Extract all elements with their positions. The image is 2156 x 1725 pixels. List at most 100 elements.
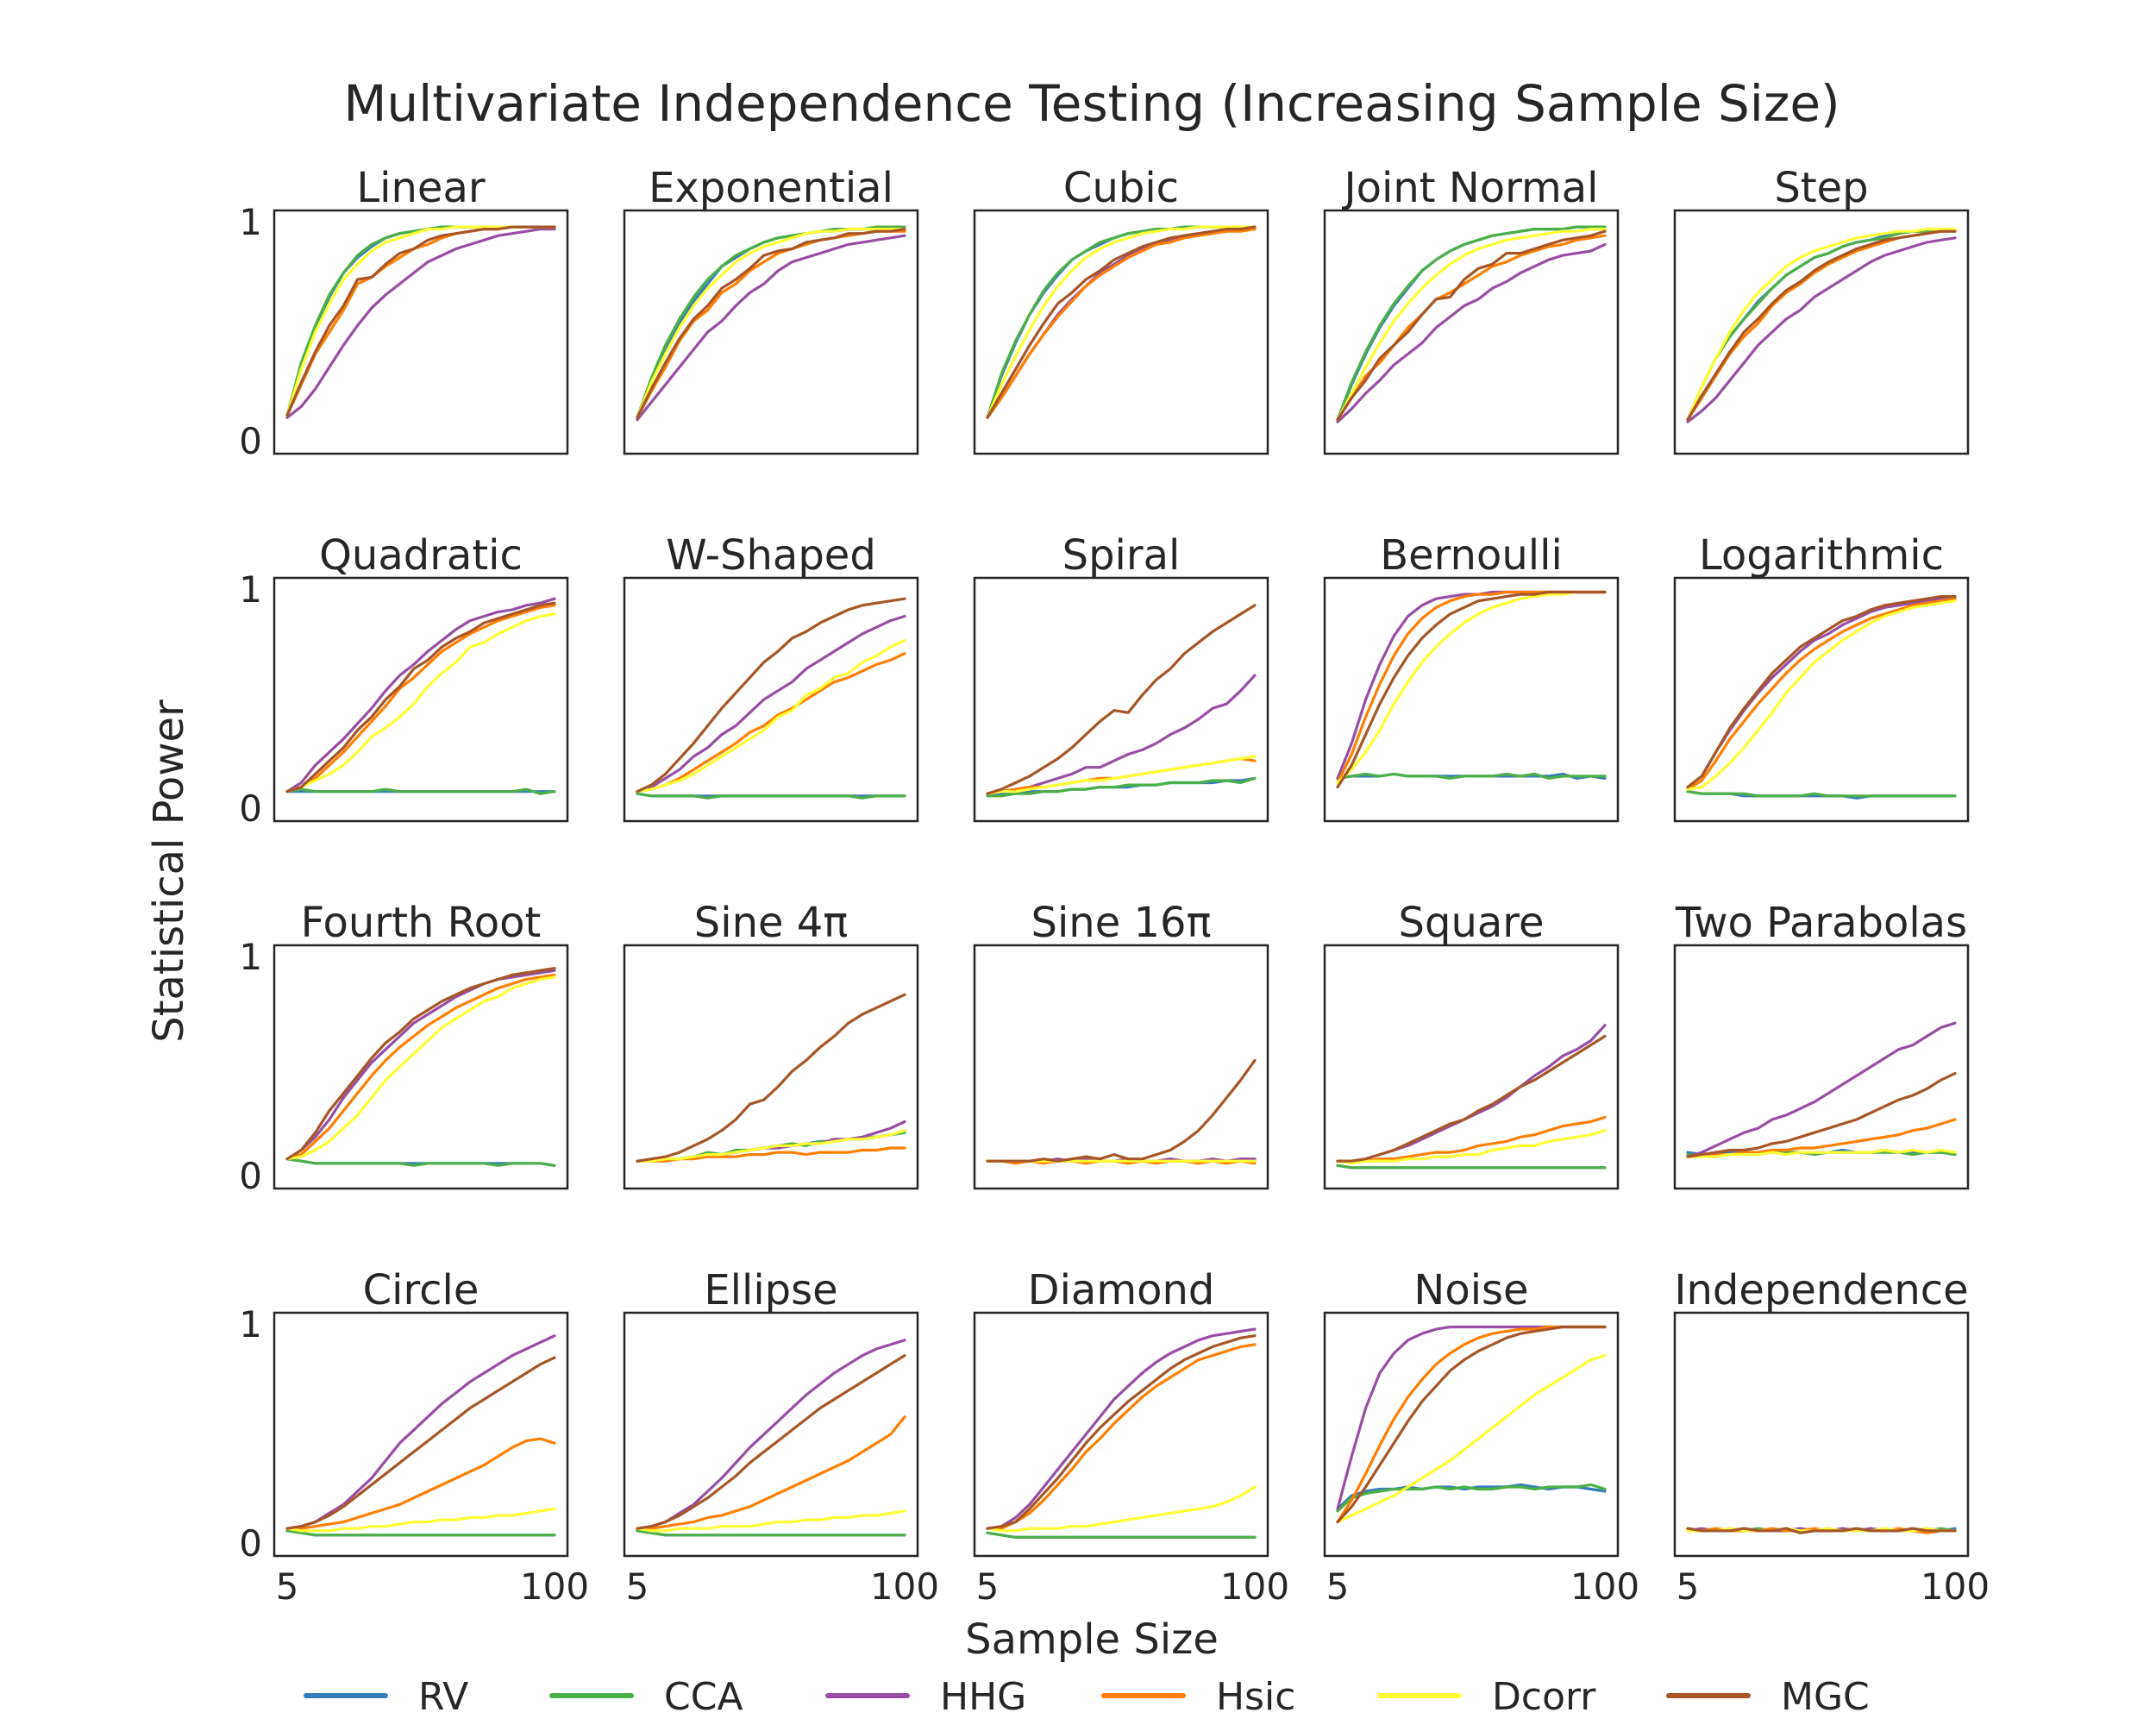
series-line-cca <box>636 225 906 419</box>
x-tick-label: 100 <box>870 1565 939 1608</box>
series-line-dcorr <box>285 612 556 794</box>
series-line-hhg <box>1336 242 1607 423</box>
plot-frame <box>973 1311 1269 1558</box>
y-tick-label: 1 <box>239 936 262 978</box>
x-tick-label: 5 <box>626 1565 649 1608</box>
panel-noise: Noise 5 100 <box>1323 1266 1639 1608</box>
series-line-mgc <box>986 225 1257 419</box>
series-line-mgc <box>1336 590 1607 789</box>
series-line-hhg <box>636 1120 906 1163</box>
series-line-cca <box>1686 228 1957 422</box>
series-line-hsic <box>285 604 556 794</box>
series-line-mgc <box>636 228 906 419</box>
panel-title: Step <box>1774 164 1868 212</box>
series-line-dcorr <box>1686 1148 1957 1158</box>
plot-frame <box>623 944 919 1190</box>
legend-label: RV <box>418 1675 468 1719</box>
panel-fourth-root: Fourth Root 1 0 <box>239 899 569 1197</box>
panel-title: Exponential <box>649 164 893 212</box>
panel-exponential: Exponential <box>623 164 919 455</box>
plot-frame <box>623 576 919 823</box>
panel-quadratic: Quadratic 1 0 <box>239 531 569 830</box>
series-line-dcorr <box>636 1509 906 1533</box>
panel-title: Square <box>1399 899 1545 947</box>
plot-frame <box>1673 1311 1970 1558</box>
panel-step: Step <box>1673 164 1970 455</box>
series-line-cca <box>285 787 556 795</box>
plot-frame <box>1323 576 1620 823</box>
y-tick-label: 0 <box>239 420 262 462</box>
plot-frame <box>1673 944 1970 1190</box>
legend-label: Hsic <box>1216 1675 1295 1719</box>
series-line-hhg <box>636 1339 906 1530</box>
y-tick-label: 1 <box>239 568 262 611</box>
y-tick-label: 1 <box>239 201 262 243</box>
series-line-cca <box>285 1157 556 1167</box>
series-line-mgc <box>636 993 906 1163</box>
series-line-dcorr <box>1686 228 1957 422</box>
series-line-dcorr <box>636 1129 906 1163</box>
series-line-cca <box>1336 772 1607 781</box>
series-line-hhg <box>285 1334 556 1530</box>
series-line-dcorr <box>1686 599 1957 791</box>
x-tick-label: 100 <box>1921 1565 1990 1608</box>
panel-title: Independence <box>1674 1266 1968 1314</box>
series-line-mgc <box>636 597 906 794</box>
series-line-rv <box>285 225 556 417</box>
series-line-mgc <box>285 601 556 794</box>
series-line-dcorr <box>636 638 906 794</box>
series-line-mgc <box>1686 1527 1957 1534</box>
series-line-dcorr <box>986 225 1257 419</box>
y-tick-label: 0 <box>239 787 262 830</box>
panel-title: Bernoulli <box>1380 531 1563 580</box>
series-line-mgc <box>1686 229 1957 422</box>
panel-independence: Independence 5 100 <box>1673 1266 1990 1608</box>
panel-title: Ellipse <box>704 1266 837 1314</box>
series-line-hhg <box>285 228 556 419</box>
series-line-hhg <box>1336 1024 1607 1163</box>
x-tick-label: 5 <box>1677 1565 1700 1608</box>
panel-linear: Linear 1 0 <box>239 164 569 462</box>
series-line-hsic <box>986 1343 1257 1530</box>
series-line-cca <box>285 225 556 417</box>
panel-title: Noise <box>1413 1266 1528 1314</box>
panel-title: Spiral <box>1062 531 1181 580</box>
panel-title: Sine 4π <box>694 899 848 947</box>
series-line-mgc <box>1336 1034 1607 1163</box>
plot-frame <box>973 209 1269 455</box>
panel-grid: Linear 1 0 Exponential Cubic Joint Normal Step… <box>239 164 1990 1608</box>
series-line-cca <box>636 792 906 800</box>
panel-title: Two Parabolas <box>1675 899 1967 947</box>
series-line-hhg <box>1686 1021 1957 1158</box>
y-tick-label: 1 <box>239 1303 262 1346</box>
series-line-cca <box>636 1529 906 1537</box>
panel-title: Linear <box>356 164 485 212</box>
plot-frame <box>1323 944 1620 1190</box>
series-line-dcorr <box>986 755 1257 795</box>
plot-frame <box>1323 209 1620 455</box>
series-line-dcorr <box>1336 1129 1607 1165</box>
plot-frame <box>623 209 919 455</box>
series-line-mgc <box>1686 594 1957 789</box>
series-line-dcorr <box>1336 1353 1607 1524</box>
y-axis-label: Statistical Power <box>145 699 193 1043</box>
plot-frame <box>1323 1311 1620 1558</box>
panel-title: Diamond <box>1028 1266 1215 1314</box>
plot-frame <box>973 576 1269 823</box>
panel-title: Fourth Root <box>301 899 542 947</box>
panel-bernoulli: Bernoulli <box>1323 531 1620 823</box>
legend-item-hhg: HHG <box>825 1675 1026 1719</box>
plot-frame <box>273 1311 569 1558</box>
series-line-cca <box>1336 1483 1607 1513</box>
series-line-hhg <box>1686 594 1957 789</box>
x-tick-label: 100 <box>1570 1565 1639 1608</box>
series-line-hsic <box>636 1415 906 1530</box>
panel-title: Quadratic <box>319 531 523 580</box>
x-axis-label: Sample Size <box>965 1615 1219 1664</box>
series-line-mgc <box>986 1058 1257 1163</box>
plot-frame <box>1673 209 1970 455</box>
panel-title: Cubic <box>1063 164 1179 212</box>
series-line-cca <box>1336 1164 1607 1170</box>
plot-frame <box>1673 576 1970 823</box>
